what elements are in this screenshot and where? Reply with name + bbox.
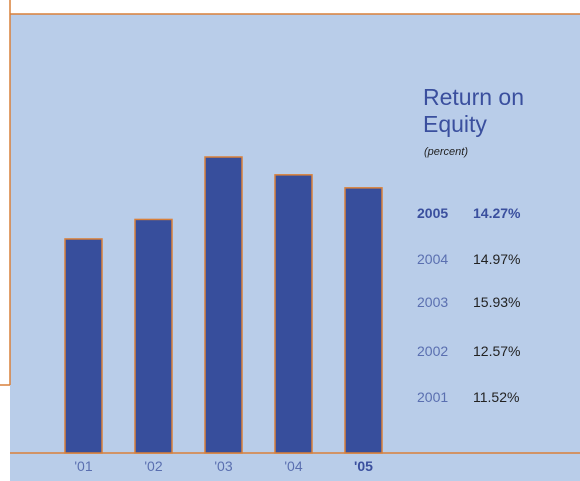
- legend-year: 2002: [417, 343, 449, 359]
- bar: [134, 218, 173, 454]
- legend-row: 2003 15.93%: [417, 294, 520, 310]
- legend-year: 2005: [417, 205, 449, 221]
- legend-value: 11.52%: [473, 389, 520, 405]
- bar: [344, 187, 383, 454]
- legend-row: 2004 14.97%: [417, 251, 520, 267]
- x-tick-label: '01: [74, 458, 92, 474]
- chart-subtitle: (percent): [424, 146, 469, 158]
- legend-row: 2005 14.27%: [417, 205, 520, 221]
- x-tick-label: '05: [354, 458, 373, 474]
- x-tick-label: '02: [144, 458, 162, 474]
- legend-row: 2001 11.52%: [417, 389, 519, 405]
- bar: [274, 174, 313, 454]
- chart-title: Return on Equity: [423, 84, 525, 137]
- legend-value: 15.93%: [473, 294, 521, 310]
- x-tick-label: '04: [284, 458, 302, 474]
- x-tick-label: '03: [214, 458, 232, 474]
- legend-year: 2003: [417, 294, 449, 310]
- legend-row: 2002 12.57%: [417, 343, 520, 359]
- legend-value: 12.57%: [473, 343, 521, 359]
- legend-value: 14.27%: [473, 205, 521, 221]
- bar: [204, 156, 243, 454]
- legend-year: 2004: [417, 251, 449, 267]
- legend-year: 2001: [417, 389, 449, 405]
- bar: [64, 238, 103, 454]
- legend-value: 14.97%: [473, 251, 521, 267]
